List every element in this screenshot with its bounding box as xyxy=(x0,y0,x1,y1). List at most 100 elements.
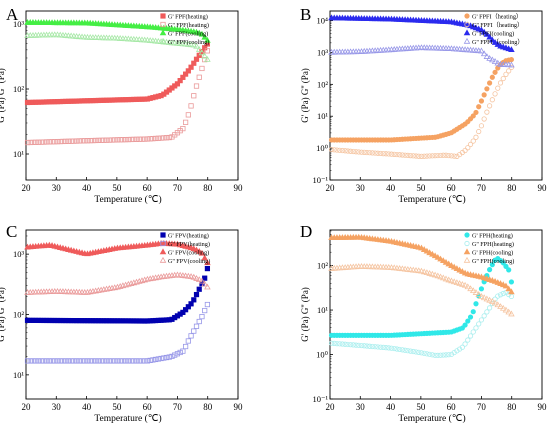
data-point xyxy=(114,358,121,364)
data-point xyxy=(90,137,96,144)
data-point xyxy=(202,275,208,281)
data-point xyxy=(448,277,455,284)
data-point xyxy=(144,136,151,142)
data-point xyxy=(204,301,211,308)
data-point xyxy=(193,291,200,298)
legend-marker xyxy=(160,240,166,247)
data-point xyxy=(481,116,487,122)
data-point xyxy=(402,347,408,353)
series-3 xyxy=(24,271,211,295)
data-point xyxy=(65,138,72,144)
legend-marker xyxy=(463,29,471,36)
data-point xyxy=(491,299,499,306)
data-point xyxy=(339,147,346,154)
x-tick-label: 40 xyxy=(82,183,92,193)
data-point xyxy=(470,309,476,315)
data-point xyxy=(120,137,126,143)
data-point xyxy=(185,338,191,344)
data-point xyxy=(125,136,131,143)
data-point xyxy=(112,137,118,143)
data-point xyxy=(367,343,373,349)
data-point xyxy=(337,341,343,347)
data-point xyxy=(508,56,515,63)
legend-entry: G'' FPF(heating) xyxy=(168,22,209,29)
data-point xyxy=(410,348,416,355)
data-point xyxy=(93,137,99,144)
data-point xyxy=(204,265,211,272)
data-point xyxy=(147,136,153,142)
data-point xyxy=(347,342,354,348)
x-tick-label: 80 xyxy=(203,183,213,193)
data-point xyxy=(476,128,482,135)
data-point xyxy=(427,153,433,159)
legend-entry: G' FPF(heating) xyxy=(168,14,208,21)
data-point xyxy=(41,139,47,145)
data-point xyxy=(155,135,161,141)
data-point xyxy=(87,358,93,364)
data-point xyxy=(204,48,211,54)
series-0 xyxy=(328,256,515,338)
data-point xyxy=(345,341,351,348)
data-point xyxy=(451,153,457,159)
data-point xyxy=(136,136,142,142)
data-point xyxy=(469,287,477,294)
legend-marker xyxy=(160,13,166,19)
data-point xyxy=(402,152,408,158)
data-point xyxy=(407,348,414,354)
data-point xyxy=(478,26,485,33)
data-point xyxy=(128,358,134,364)
plot-frame xyxy=(329,10,543,181)
data-point xyxy=(27,139,33,146)
chart-panel-a: A 20 30 40 50 60 70 80 90 10¹ 10² 10³ Temperature (℃… xyxy=(0,5,243,205)
legend-entry: G' FPFI(cooling) xyxy=(472,31,514,38)
data-point xyxy=(489,262,495,268)
legend-entry: G'' FPF(cooling) xyxy=(168,39,209,46)
data-point xyxy=(101,358,107,364)
data-point xyxy=(442,275,450,282)
data-point xyxy=(356,342,362,348)
data-point xyxy=(405,348,411,354)
y-tick-label: 10² xyxy=(317,261,329,271)
data-point xyxy=(435,152,441,159)
data-point xyxy=(494,59,502,66)
data-point xyxy=(405,152,411,158)
legend-marker xyxy=(464,13,470,19)
data-point xyxy=(123,358,129,364)
data-point xyxy=(33,358,39,364)
data-point xyxy=(473,325,479,331)
data-point xyxy=(196,318,202,325)
data-point xyxy=(426,270,433,276)
data-point xyxy=(204,55,211,62)
data-point xyxy=(464,283,472,290)
x-axis-label: Temperature (℃) xyxy=(398,194,465,205)
x-tick-label: 60 xyxy=(447,402,457,412)
data-point xyxy=(383,151,389,157)
data-point xyxy=(489,298,496,304)
y-tick-label: 10¹ xyxy=(13,370,25,380)
data-point xyxy=(133,358,140,364)
y-axis-label: G' (Pa) G'' (Pa) xyxy=(300,287,310,342)
legend-marker xyxy=(463,256,471,263)
data-point xyxy=(57,358,63,364)
series-0 xyxy=(328,56,515,143)
data-point xyxy=(125,358,131,364)
data-point xyxy=(489,56,496,63)
data-point xyxy=(462,341,468,347)
data-point xyxy=(435,352,441,358)
legend-entry: G' FPH(cooling) xyxy=(472,250,513,257)
data-point xyxy=(117,137,123,143)
y-tick-label: 10⁻¹ xyxy=(312,175,328,185)
data-point xyxy=(386,345,392,351)
legend-entry: G'' FPFI（heating） xyxy=(472,22,523,29)
data-point xyxy=(388,151,395,157)
data-point xyxy=(503,263,509,269)
x-tick-label: 90 xyxy=(538,402,548,412)
x-tick-label: 20 xyxy=(326,183,336,193)
x-tick-label: 80 xyxy=(507,183,517,193)
data-point xyxy=(369,343,376,350)
data-point xyxy=(142,358,148,364)
data-point xyxy=(361,149,367,155)
data-point xyxy=(443,152,449,158)
x-tick-label: 80 xyxy=(203,402,213,412)
data-point xyxy=(407,153,414,159)
